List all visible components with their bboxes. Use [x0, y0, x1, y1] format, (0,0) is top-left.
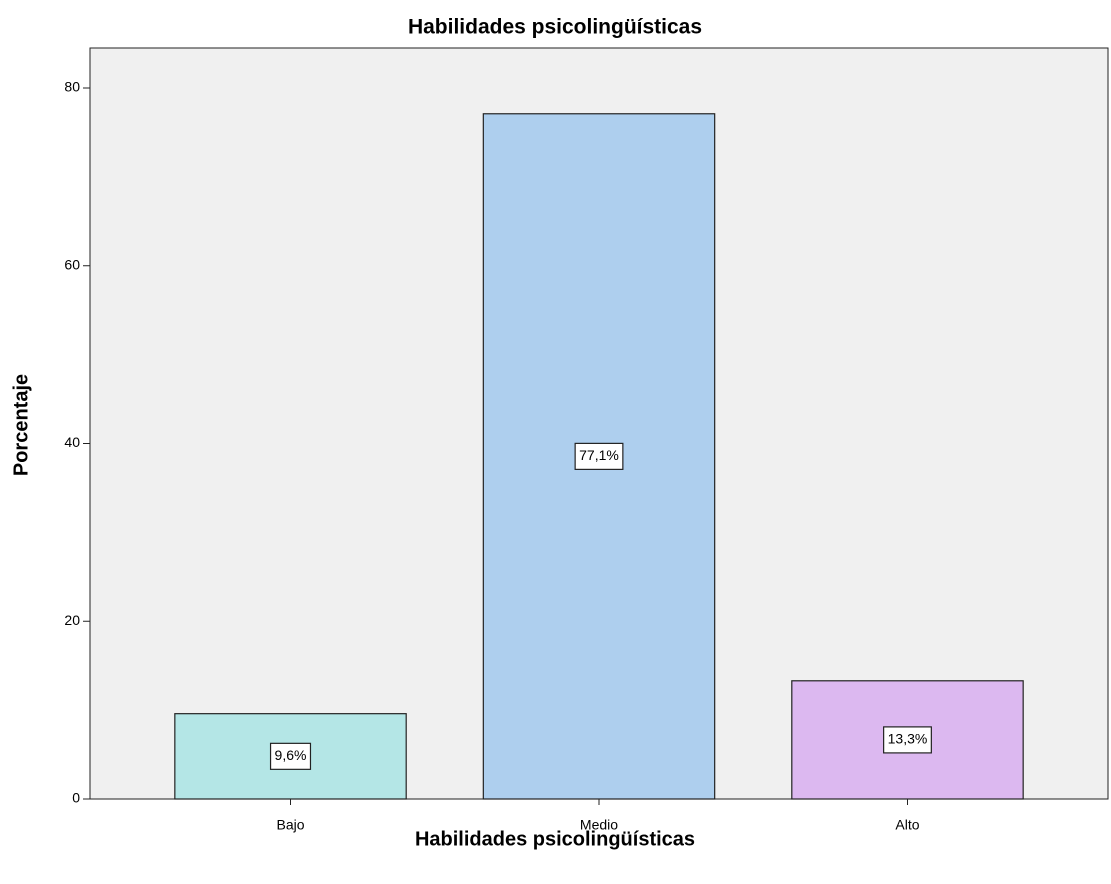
y-tick-label: 0 [72, 790, 80, 806]
y-tick-label: 60 [64, 256, 80, 272]
value-label: 77,1% [579, 447, 619, 463]
value-label: 13,3% [888, 731, 928, 747]
value-label-box [883, 726, 932, 754]
value-label-box [574, 442, 624, 470]
value-label: 9,6% [275, 747, 307, 763]
x-tick-label: Alto [895, 817, 919, 833]
x-tick-label: Medio [580, 817, 618, 833]
y-tick-label: 20 [64, 612, 80, 628]
x-tick-label: Bajo [276, 817, 304, 833]
x-axis-title: Habilidades psicolingüísticas [415, 828, 695, 850]
y-tick-label: 80 [64, 79, 80, 95]
y-tick-label: 40 [64, 434, 80, 450]
chart-title: Habilidades psicolingüísticas [408, 16, 702, 39]
y-axis-title: Porcentaje [10, 374, 32, 476]
value-label-box [269, 742, 312, 770]
